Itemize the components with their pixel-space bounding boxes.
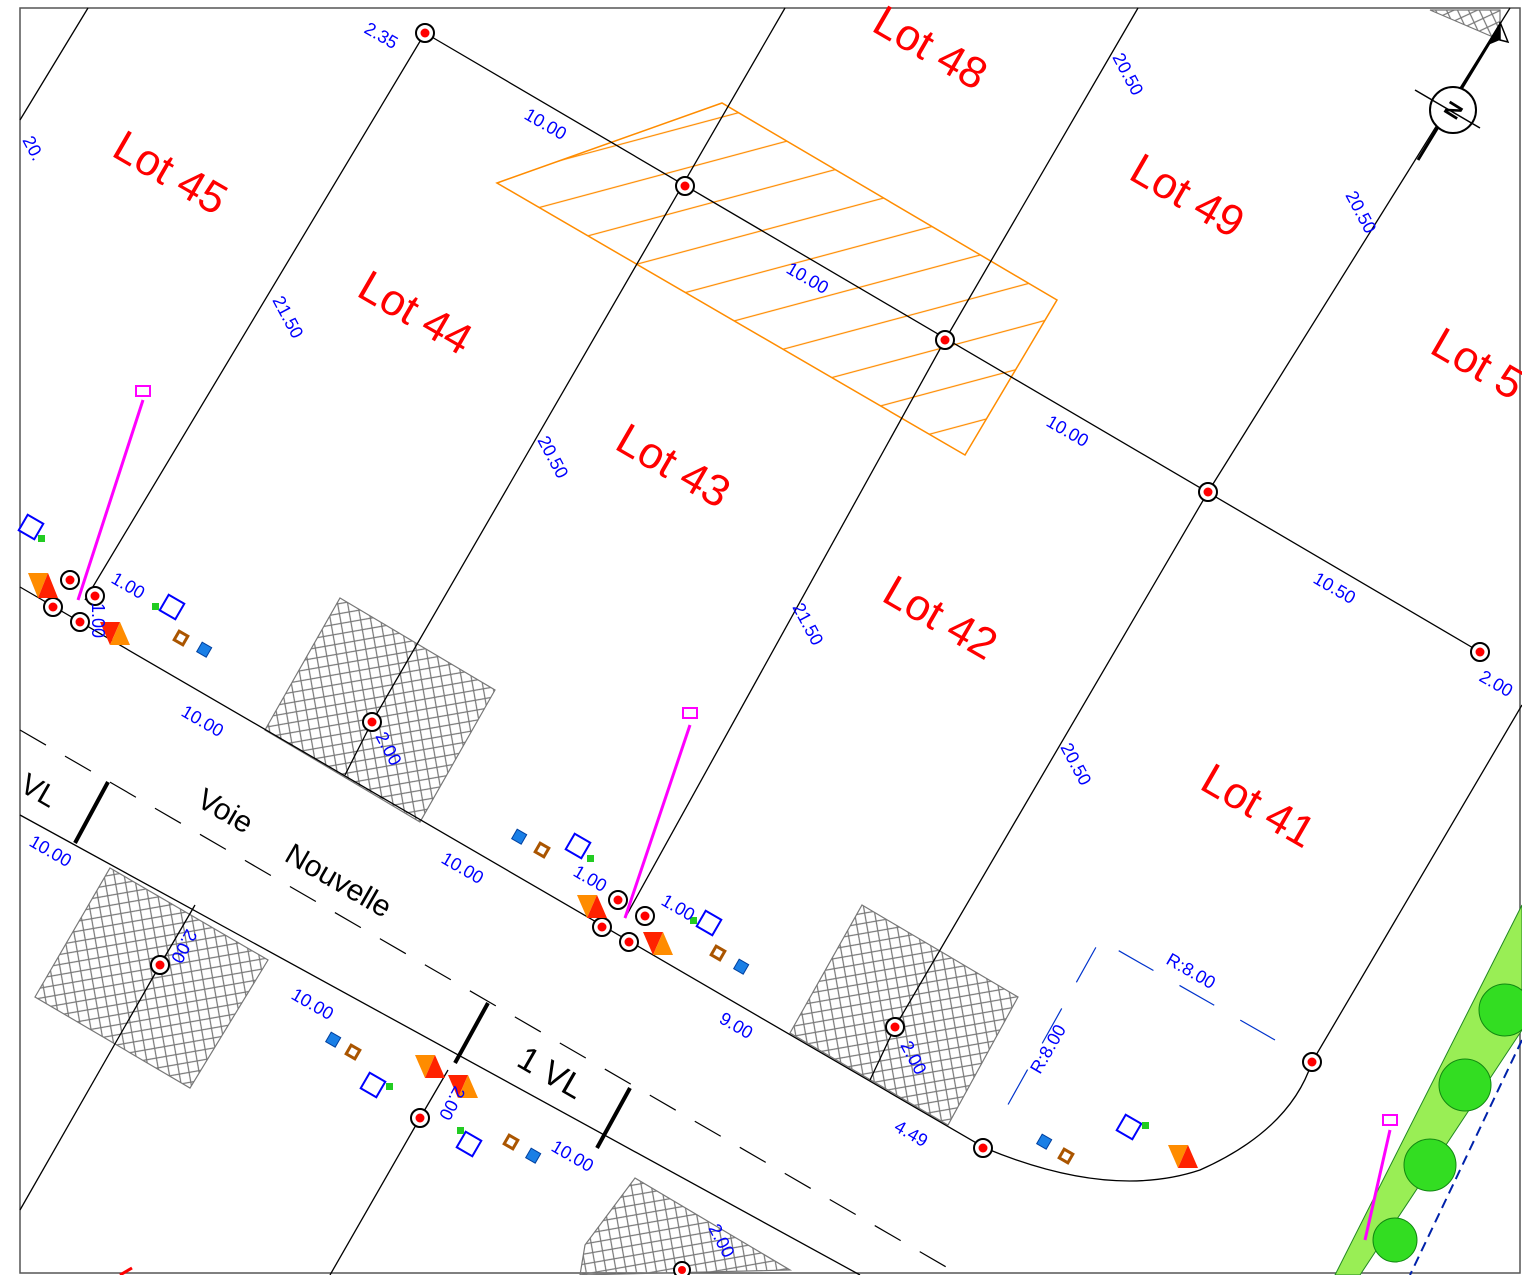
drawing-frame bbox=[19, 7, 1521, 1274]
green-strip-edge bbox=[1409, 1039, 1522, 1275]
marker-icon bbox=[675, 176, 695, 196]
dimension-label: 2.00 bbox=[435, 1083, 469, 1123]
meter-box-icon bbox=[455, 1127, 483, 1158]
lot-boundaries bbox=[19, 7, 1522, 1275]
dimension-label: 21.50 bbox=[268, 292, 307, 341]
tree-icon bbox=[1478, 983, 1522, 1037]
parking-separators bbox=[73, 781, 632, 1149]
marker-icon bbox=[70, 612, 90, 632]
dimension-label: 10.00 bbox=[1043, 411, 1092, 451]
marker-icon bbox=[973, 1138, 993, 1158]
marker-icon bbox=[150, 955, 170, 975]
marker-icon bbox=[885, 1017, 905, 1037]
dimension-label: 21.50 bbox=[788, 599, 827, 648]
lot-label: Lot 5 bbox=[1423, 318, 1522, 409]
meter-box-icon bbox=[17, 513, 45, 542]
meter-box-icon bbox=[690, 909, 723, 937]
north-arrow: N bbox=[1414, 21, 1510, 161]
dimension-label: R:8.00 bbox=[1026, 1021, 1070, 1077]
lot-label: Lot 41 bbox=[1193, 754, 1323, 858]
marker-icon bbox=[673, 1261, 691, 1275]
marker-icon bbox=[85, 586, 105, 606]
light-poles bbox=[76, 385, 1398, 1241]
dimension-label: 20. bbox=[18, 132, 47, 163]
dimension-label: 1.00 bbox=[570, 861, 610, 896]
dimension-label: 20.50 bbox=[533, 432, 572, 481]
dimension-label: 20.50 bbox=[1108, 49, 1147, 98]
dimension-label: R:8.00 bbox=[1163, 949, 1219, 993]
radius-lines bbox=[1004, 939, 1276, 1111]
tree-icon bbox=[1403, 1138, 1457, 1192]
road-label: Voie bbox=[192, 782, 259, 840]
meter-box-icon bbox=[359, 1071, 393, 1099]
dimension-label: 1.00 bbox=[88, 603, 108, 638]
marker-icon bbox=[415, 23, 435, 43]
road-centerline bbox=[19, 729, 961, 1275]
dimension-label: 1.00 bbox=[108, 568, 148, 603]
dimension-label: 4.49 bbox=[891, 1116, 931, 1151]
orange-hatched-zone bbox=[495, 102, 1059, 457]
marker-icon bbox=[635, 906, 655, 926]
lot-label: Lot 49 bbox=[1122, 144, 1252, 248]
dimension-label: 10.00 bbox=[26, 831, 75, 871]
drain-box-icon bbox=[172, 629, 1075, 1165]
dimension-label: 10.00 bbox=[288, 984, 337, 1024]
marker-icon bbox=[410, 1108, 430, 1128]
dimension-label: 10.50 bbox=[1310, 568, 1359, 608]
water-meter-icon bbox=[195, 641, 1053, 1164]
dimension-label: 2.00 bbox=[1476, 666, 1516, 701]
dimension-label: 10.00 bbox=[521, 104, 570, 144]
marker-icon bbox=[1470, 642, 1490, 662]
marker-icon bbox=[1302, 1052, 1322, 1072]
lot-label: Lot 48 bbox=[865, 0, 995, 100]
dimension-label: 10.00 bbox=[548, 1136, 597, 1176]
marker-icon bbox=[619, 932, 639, 952]
marker-icon bbox=[43, 597, 63, 617]
marker-icon bbox=[608, 890, 628, 910]
dimension-label: 10.00 bbox=[178, 701, 227, 741]
dimension-label: 9.00 bbox=[716, 1008, 756, 1043]
marker-icon bbox=[592, 917, 612, 937]
hatched-areas bbox=[34, 9, 1501, 1275]
lot-label: Lot 45 bbox=[105, 121, 235, 225]
meter-box-icon bbox=[152, 593, 186, 621]
road-label: 1 VL bbox=[511, 1039, 591, 1107]
tree-icon bbox=[1438, 1058, 1492, 1112]
marker-icon bbox=[935, 330, 955, 350]
tree-icon bbox=[1372, 1217, 1418, 1263]
marker-icon bbox=[362, 712, 382, 732]
utility-symbols bbox=[17, 513, 1198, 1168]
marker-icon bbox=[1198, 482, 1218, 502]
meter-box-icon bbox=[564, 832, 594, 862]
lot-label: Lot 43 bbox=[608, 414, 738, 518]
road-label: Nouvelle bbox=[280, 837, 398, 924]
dimension-label: 20.50 bbox=[1056, 739, 1095, 788]
survey-markers bbox=[43, 23, 1490, 1275]
valve-icon bbox=[28, 573, 1198, 1168]
lot-label: Lot 42 bbox=[875, 566, 1005, 670]
lot-label: Lot 44 bbox=[350, 261, 480, 365]
meter-box-icon bbox=[1115, 1113, 1149, 1141]
tree-icons bbox=[1372, 983, 1522, 1263]
marker-icon bbox=[60, 570, 80, 590]
dimension-label: 20.50 bbox=[1341, 187, 1380, 236]
partial-lot-label-fragment bbox=[119, 1266, 133, 1275]
green-strip bbox=[1334, 904, 1522, 1275]
dimension-label: 2.35 bbox=[361, 18, 401, 53]
road-label: VL bbox=[15, 767, 63, 814]
